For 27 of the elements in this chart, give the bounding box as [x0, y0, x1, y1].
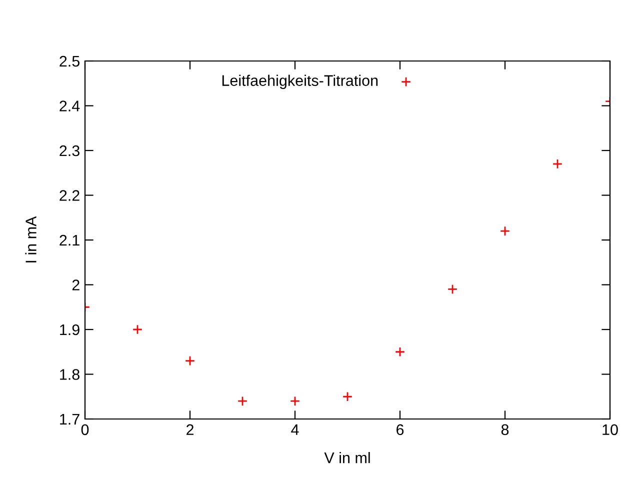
- x-axis-title: V in ml: [324, 452, 370, 464]
- point: [184, 356, 196, 366]
- y-tick-label: 1.7: [60, 414, 80, 425]
- point: [552, 158, 563, 170]
- y-tick-label: 2.4: [60, 100, 80, 112]
- x-tick-label: 10: [602, 424, 618, 436]
- y-axis-title: I in mA: [25, 216, 36, 262]
- point: [394, 346, 406, 357]
- x-tick-label: 4: [291, 424, 299, 435]
- point: [132, 324, 143, 335]
- x-tick-label: 8: [501, 424, 509, 436]
- point: [290, 396, 300, 406]
- point: [342, 392, 353, 402]
- y-tick-label: 1.9: [60, 324, 80, 336]
- point: [447, 284, 458, 294]
- x-tick-label: 2: [186, 424, 194, 435]
- y-tick-label: 2.3: [60, 145, 80, 156]
- point: [500, 226, 510, 236]
- point: [237, 396, 248, 406]
- x-tick-label: 6: [396, 424, 404, 436]
- y-tick-label: 2.2: [60, 190, 80, 201]
- y-tick-label: 2.5: [60, 56, 80, 67]
- y-tick-label: 1.8: [60, 369, 80, 380]
- y-tick-label: 2.1: [60, 234, 80, 246]
- legend-label: Leitfaehigkeits-Titration: [222, 74, 378, 89]
- x-tick-label: 0: [81, 424, 89, 436]
- y-tick-label: 2: [72, 280, 80, 290]
